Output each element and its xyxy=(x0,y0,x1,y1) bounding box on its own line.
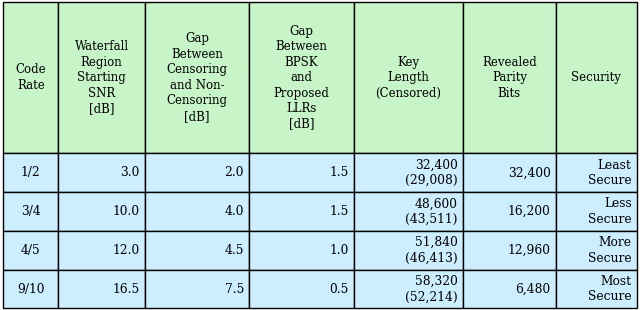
Bar xyxy=(145,2,249,153)
Bar xyxy=(249,2,354,153)
Text: Gap
Between
Censoring
and Non-
Censoring
[dB]: Gap Between Censoring and Non- Censoring… xyxy=(166,32,227,123)
Bar xyxy=(354,153,463,192)
Text: 12.0: 12.0 xyxy=(113,244,140,257)
Bar xyxy=(249,192,354,231)
Bar xyxy=(556,270,637,308)
Bar xyxy=(249,270,354,308)
Bar xyxy=(556,153,637,192)
Bar xyxy=(145,153,249,192)
Bar xyxy=(354,2,463,153)
Text: 4.5: 4.5 xyxy=(225,244,244,257)
Text: 16,200: 16,200 xyxy=(508,205,551,218)
Bar xyxy=(58,270,145,308)
Bar xyxy=(58,153,145,192)
Bar xyxy=(3,270,58,308)
Bar xyxy=(3,192,58,231)
Text: 48,600
(43,511): 48,600 (43,511) xyxy=(405,197,458,226)
Bar xyxy=(463,2,556,153)
Text: 1.0: 1.0 xyxy=(329,244,349,257)
Bar xyxy=(249,153,354,192)
Bar xyxy=(463,270,556,308)
Bar xyxy=(145,270,249,308)
Text: Security: Security xyxy=(572,71,621,84)
Text: Waterfall
Region
Starting
SNR
[dB]: Waterfall Region Starting SNR [dB] xyxy=(74,40,129,115)
Text: Least
Secure: Least Secure xyxy=(588,159,632,187)
Text: 3/4: 3/4 xyxy=(21,205,41,218)
Text: 1/2: 1/2 xyxy=(21,166,41,179)
Bar xyxy=(354,192,463,231)
Bar xyxy=(145,192,249,231)
Text: 2.0: 2.0 xyxy=(225,166,244,179)
Text: 58,320
(52,214): 58,320 (52,214) xyxy=(405,275,458,303)
Bar xyxy=(3,2,58,153)
Bar xyxy=(556,192,637,231)
Text: Key
Length
(Censored): Key Length (Censored) xyxy=(375,55,442,100)
Bar xyxy=(556,231,637,270)
Bar xyxy=(556,2,637,153)
Bar xyxy=(3,231,58,270)
Bar xyxy=(354,231,463,270)
Bar xyxy=(354,270,463,308)
Text: 9/10: 9/10 xyxy=(17,283,45,295)
Text: Gap
Between
BPSK
and
Proposed
LLRs
[dB]: Gap Between BPSK and Proposed LLRs [dB] xyxy=(273,24,330,131)
Text: 16.5: 16.5 xyxy=(113,283,140,295)
Text: Revealed
Parity
Bits: Revealed Parity Bits xyxy=(482,55,537,100)
Text: 10.0: 10.0 xyxy=(113,205,140,218)
Bar xyxy=(463,192,556,231)
Text: Most
Secure: Most Secure xyxy=(588,275,632,303)
Text: 0.5: 0.5 xyxy=(329,283,349,295)
Bar xyxy=(249,231,354,270)
Text: 1.5: 1.5 xyxy=(329,205,349,218)
Text: Code
Rate: Code Rate xyxy=(15,63,46,92)
Bar xyxy=(58,2,145,153)
Text: 1.5: 1.5 xyxy=(329,166,349,179)
Bar xyxy=(463,231,556,270)
Bar xyxy=(463,153,556,192)
Bar xyxy=(58,192,145,231)
Text: 6,480: 6,480 xyxy=(516,283,551,295)
Bar xyxy=(58,231,145,270)
Text: 3.0: 3.0 xyxy=(120,166,140,179)
Bar xyxy=(3,153,58,192)
Text: More
Secure: More Secure xyxy=(588,236,632,264)
Text: Less
Secure: Less Secure xyxy=(588,197,632,226)
Bar xyxy=(145,231,249,270)
Text: 32,400: 32,400 xyxy=(508,166,551,179)
Text: 51,840
(46,413): 51,840 (46,413) xyxy=(405,236,458,264)
Text: 12,960: 12,960 xyxy=(508,244,551,257)
Text: 7.5: 7.5 xyxy=(225,283,244,295)
Text: 4.0: 4.0 xyxy=(225,205,244,218)
Text: 4/5: 4/5 xyxy=(21,244,41,257)
Text: 32,400
(29,008): 32,400 (29,008) xyxy=(405,159,458,187)
